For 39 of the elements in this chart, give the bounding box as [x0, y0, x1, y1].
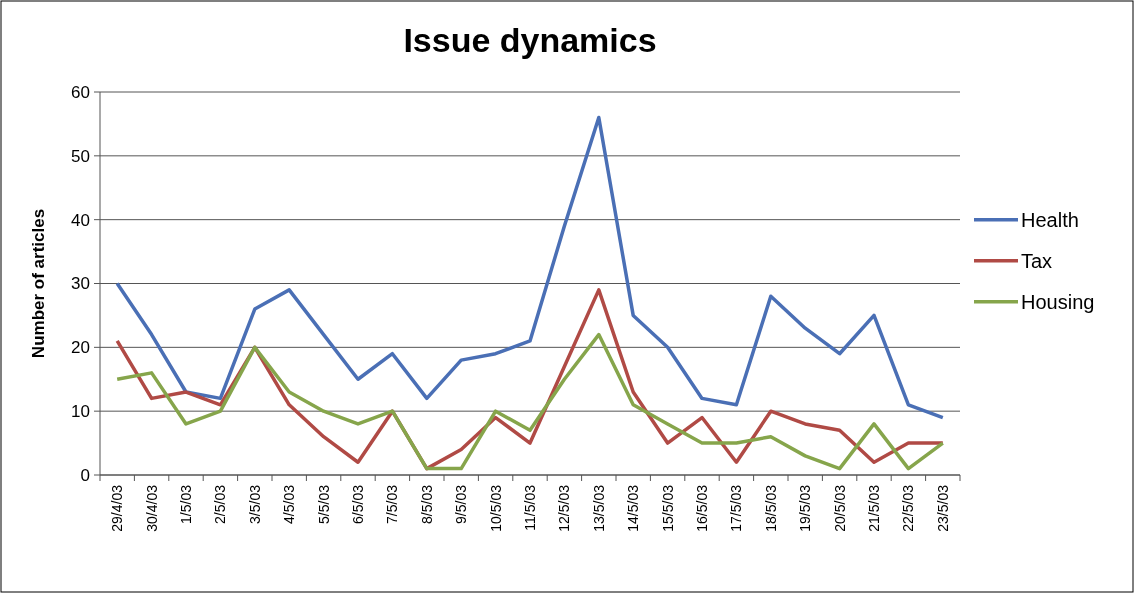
- x-tick-label: 19/5/03: [797, 484, 814, 532]
- line-series: [115, 115, 945, 420]
- legend-label: Housing: [1021, 290, 1095, 313]
- x-tick-label: 9/5/03: [453, 484, 470, 524]
- x-tick-label: 30/4/03: [143, 484, 160, 532]
- x-tick-label: 11/5/03: [521, 484, 538, 531]
- x-tick-label: 13/5/03: [590, 484, 607, 532]
- x-tick-label: 8/5/03: [418, 484, 435, 524]
- x-tick-label: 17/5/03: [728, 484, 745, 532]
- y-tick-label: 0: [80, 465, 90, 485]
- x-tick-label: 12/5/03: [556, 484, 573, 532]
- x-tick-label: 23/5/03: [934, 484, 951, 532]
- x-tick-label: 18/5/03: [762, 484, 779, 532]
- x-tick-label: 2/5/03: [212, 484, 229, 524]
- x-tick-label: 10/5/03: [487, 484, 504, 532]
- x-tick-label: 14/5/03: [625, 484, 642, 532]
- x-tick-label: 22/5/03: [900, 484, 917, 532]
- x-tick-label: 4/5/03: [281, 484, 298, 524]
- y-tick-label: 20: [71, 338, 90, 358]
- x-tick-label: 20/5/03: [831, 484, 848, 532]
- y-tick-label: 30: [71, 274, 90, 294]
- legend-label: Health: [1021, 208, 1079, 231]
- x-tick-label: 16/5/03: [693, 484, 710, 532]
- y-tick-label: 40: [71, 210, 90, 230]
- x-tick-label: 21/5/03: [865, 484, 882, 532]
- y-axis-title: Number of articles: [29, 208, 48, 359]
- x-tick-label: 3/5/03: [246, 484, 263, 524]
- x-tick-label: 1/5/03: [177, 484, 194, 524]
- x-tick-label: 15/5/03: [659, 484, 676, 532]
- y-tick-label: 50: [71, 146, 90, 166]
- y-tick-label: 10: [71, 402, 90, 422]
- legend-label: Tax: [1021, 249, 1053, 272]
- x-tick-label: 6/5/03: [349, 484, 366, 524]
- x-tick-label: 5/5/03: [315, 484, 332, 524]
- x-tick-label: 29/4/03: [109, 484, 126, 532]
- y-tick-label: 60: [71, 82, 90, 102]
- chart-title: Issue dynamics: [403, 21, 657, 59]
- line-series: [115, 332, 945, 471]
- x-tick-label: 7/5/03: [384, 484, 401, 524]
